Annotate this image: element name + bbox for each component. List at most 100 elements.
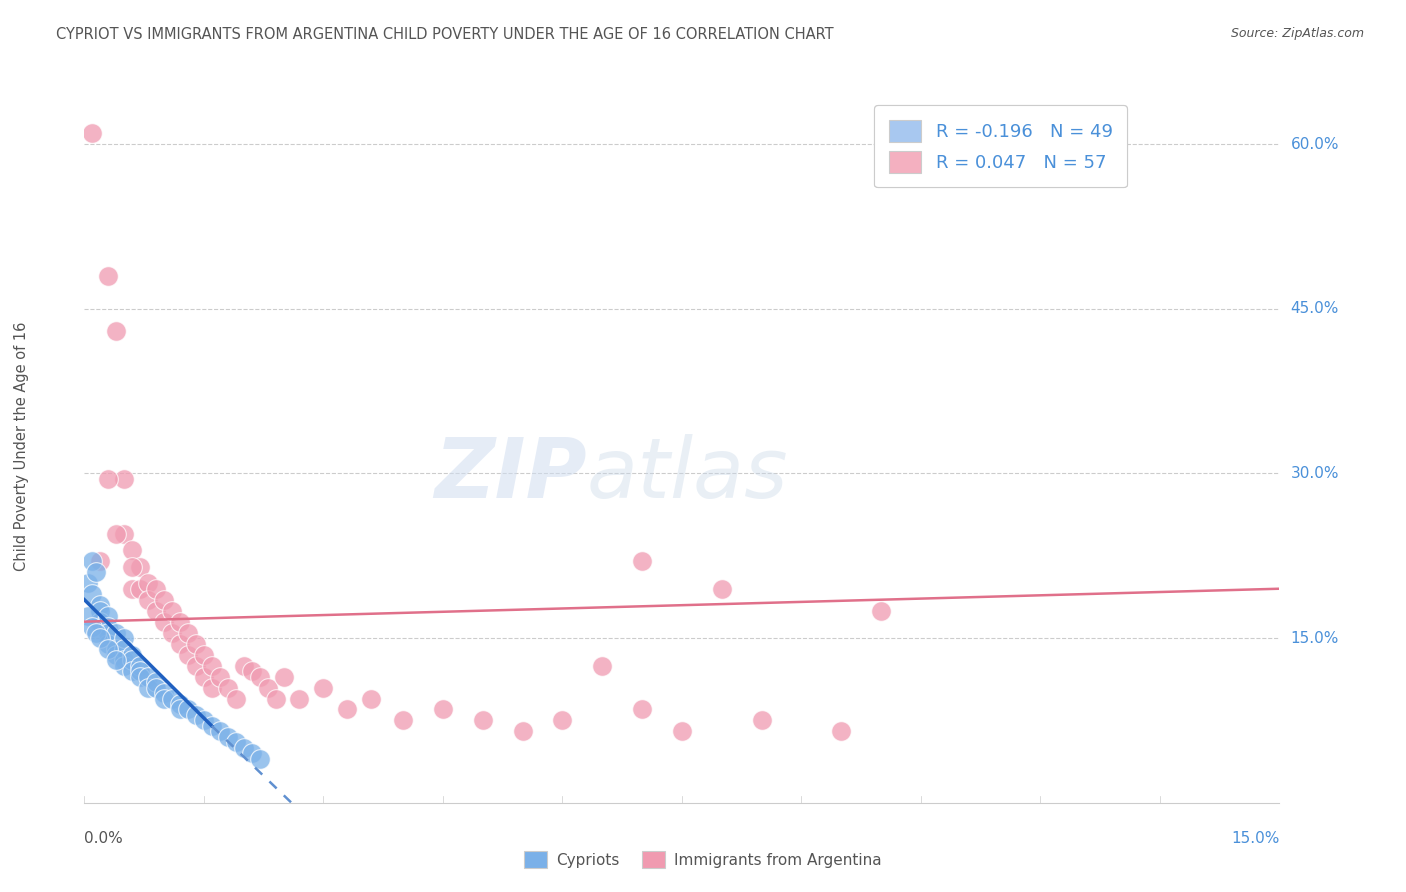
Point	[89, 631, 111, 645]
Point	[240, 664, 263, 678]
Point	[77, 576, 100, 591]
Point	[105, 648, 128, 662]
Point	[273, 669, 295, 683]
Point	[112, 642, 135, 657]
Point	[112, 658, 135, 673]
Point	[145, 681, 167, 695]
Point	[249, 669, 271, 683]
Text: 0.0%: 0.0%	[84, 830, 124, 846]
Point	[153, 592, 176, 607]
Legend: R = -0.196   N = 49, R = 0.047   N = 57: R = -0.196 N = 49, R = 0.047 N = 57	[875, 105, 1128, 187]
Point	[121, 582, 143, 596]
Point	[336, 702, 359, 716]
Text: CYPRIOT VS IMMIGRANTS FROM ARGENTINA CHILD POVERTY UNDER THE AGE OF 16 CORRELATI: CYPRIOT VS IMMIGRANTS FROM ARGENTINA CHI…	[56, 27, 834, 42]
Point	[112, 653, 135, 667]
Point	[129, 669, 152, 683]
Point	[208, 724, 231, 739]
Point	[105, 653, 128, 667]
Point	[136, 681, 159, 695]
Point	[169, 697, 191, 711]
Point	[145, 675, 167, 690]
Point	[89, 604, 111, 618]
Point	[360, 691, 382, 706]
Point	[77, 609, 100, 624]
Point	[153, 691, 176, 706]
Point	[471, 714, 494, 728]
Point	[671, 724, 693, 739]
Point	[225, 735, 247, 749]
Point	[112, 472, 135, 486]
Point	[201, 719, 224, 733]
Point	[201, 658, 224, 673]
Point	[97, 625, 120, 640]
Point	[288, 691, 311, 706]
Text: 30.0%: 30.0%	[1291, 466, 1339, 481]
Point	[136, 576, 159, 591]
Point	[129, 658, 152, 673]
Point	[225, 691, 247, 706]
Point	[136, 592, 159, 607]
Point	[631, 702, 654, 716]
Point	[217, 730, 239, 744]
Point	[121, 664, 143, 678]
Point	[591, 658, 613, 673]
Point	[97, 472, 120, 486]
Text: 15.0%: 15.0%	[1232, 830, 1279, 846]
Point	[89, 615, 111, 629]
Point	[105, 526, 128, 541]
Point	[512, 724, 534, 739]
Text: 60.0%: 60.0%	[1291, 136, 1339, 152]
Point	[97, 268, 120, 283]
Point	[86, 566, 108, 580]
Point	[97, 637, 120, 651]
Point	[121, 648, 143, 662]
Point	[145, 604, 167, 618]
Point	[153, 686, 176, 700]
Point	[112, 526, 135, 541]
Point	[121, 653, 143, 667]
Point	[160, 691, 183, 706]
Point	[392, 714, 415, 728]
Point	[177, 702, 200, 716]
Point	[153, 615, 176, 629]
Point	[97, 609, 120, 624]
Point	[105, 324, 128, 338]
Text: atlas: atlas	[586, 434, 787, 515]
Point	[129, 559, 152, 574]
Point	[82, 587, 104, 601]
Point	[432, 702, 454, 716]
Point	[249, 752, 271, 766]
Point	[105, 625, 128, 640]
Point	[82, 554, 104, 568]
Point	[129, 582, 152, 596]
Point	[870, 604, 893, 618]
Point	[89, 554, 111, 568]
Point	[97, 642, 120, 657]
Text: 15.0%: 15.0%	[1291, 631, 1339, 646]
Point	[193, 669, 215, 683]
Text: Source: ZipAtlas.com: Source: ZipAtlas.com	[1230, 27, 1364, 40]
Point	[240, 747, 263, 761]
Point	[105, 642, 128, 657]
Point	[208, 669, 231, 683]
Point	[256, 681, 278, 695]
Text: 45.0%: 45.0%	[1291, 301, 1339, 317]
Point	[264, 691, 287, 706]
Point	[97, 620, 120, 634]
Point	[160, 625, 183, 640]
Point	[86, 625, 108, 640]
Point	[184, 708, 207, 723]
Point	[145, 582, 167, 596]
Point	[830, 724, 852, 739]
Point	[169, 702, 191, 716]
Point	[631, 554, 654, 568]
Point	[121, 559, 143, 574]
Point	[136, 669, 159, 683]
Point	[312, 681, 335, 695]
Point	[169, 637, 191, 651]
Point	[217, 681, 239, 695]
Point	[193, 714, 215, 728]
Point	[89, 598, 111, 612]
Text: ZIP: ZIP	[433, 434, 586, 515]
Point	[82, 620, 104, 634]
